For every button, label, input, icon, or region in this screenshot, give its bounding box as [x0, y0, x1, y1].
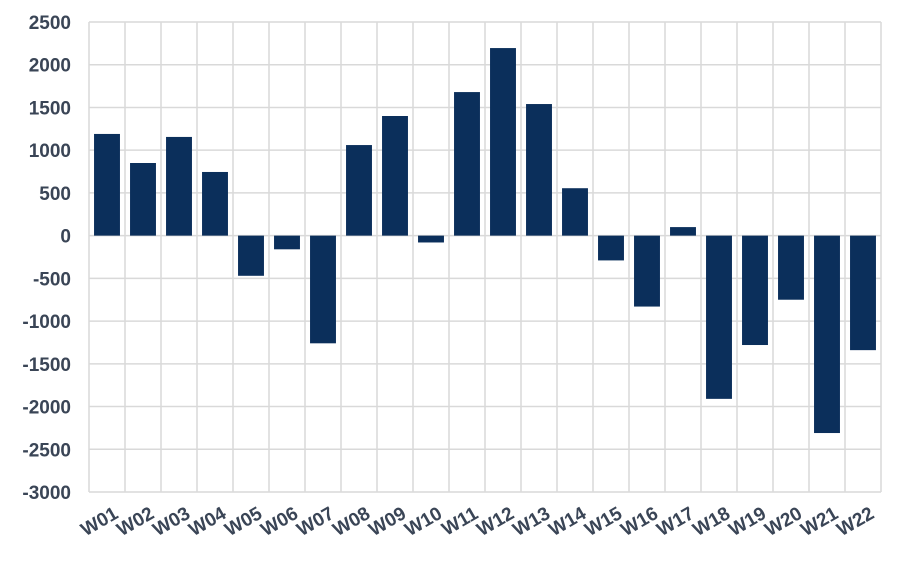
- y-tick-label: 500: [39, 184, 71, 205]
- bar-w01: [94, 133, 120, 236]
- bar-w19: [742, 235, 768, 346]
- bar-w11: [454, 92, 480, 236]
- bar-w08: [346, 145, 372, 236]
- bar-w13: [526, 104, 552, 236]
- bar-w15: [598, 235, 624, 261]
- y-tick-label: 2500: [29, 13, 71, 34]
- bar-w04: [202, 171, 228, 236]
- bar-w09: [382, 116, 408, 236]
- y-tick-label: 2000: [29, 56, 71, 77]
- bars: [94, 48, 876, 434]
- bar-w21: [814, 235, 840, 434]
- bar-w20: [778, 235, 804, 300]
- y-tick-label: 1500: [29, 98, 71, 119]
- y-tick-label: -1000: [22, 312, 71, 333]
- bar-w06: [274, 235, 300, 250]
- bar-w18: [706, 235, 732, 399]
- x-tick-label: W22: [834, 503, 878, 541]
- bar-w10: [418, 235, 444, 243]
- bar-w16: [634, 235, 660, 307]
- bar-w17: [670, 227, 696, 236]
- bar-w05: [238, 235, 264, 276]
- bar-w02: [130, 163, 156, 236]
- bar-w22: [850, 235, 876, 351]
- y-tick-label: -2500: [22, 440, 71, 461]
- y-tick-label: -500: [33, 269, 71, 290]
- y-tick-label: -2000: [22, 398, 71, 419]
- y-axis-tick-labels: 2500 2000 1500 1000 500 0 -500 -1000 -1500 -2000 -…: [22, 13, 71, 504]
- y-tick-label: 0: [60, 227, 71, 248]
- y-tick-label: -3000: [22, 483, 71, 504]
- y-tick-label: 1000: [29, 141, 71, 162]
- y-tick-label: -1500: [22, 355, 71, 376]
- bar-w03: [166, 136, 192, 236]
- x-axis-tick-labels: W01W02W03W04W05W06W07W08W09W10W11W12W13W…: [78, 503, 878, 541]
- bar-w14: [562, 188, 588, 236]
- bar-w12: [490, 48, 516, 236]
- bar-w07: [310, 235, 336, 344]
